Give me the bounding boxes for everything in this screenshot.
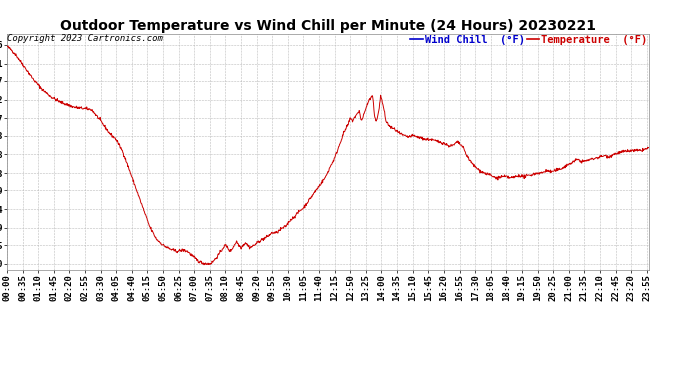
- Text: Copyright 2023 Cartronics.com: Copyright 2023 Cartronics.com: [7, 34, 163, 43]
- Title: Outdoor Temperature vs Wind Chill per Minute (24 Hours) 20230221: Outdoor Temperature vs Wind Chill per Mi…: [60, 19, 595, 33]
- Legend: Wind Chill  (°F), Temperature  (°F): Wind Chill (°F), Temperature (°F): [410, 35, 647, 45]
